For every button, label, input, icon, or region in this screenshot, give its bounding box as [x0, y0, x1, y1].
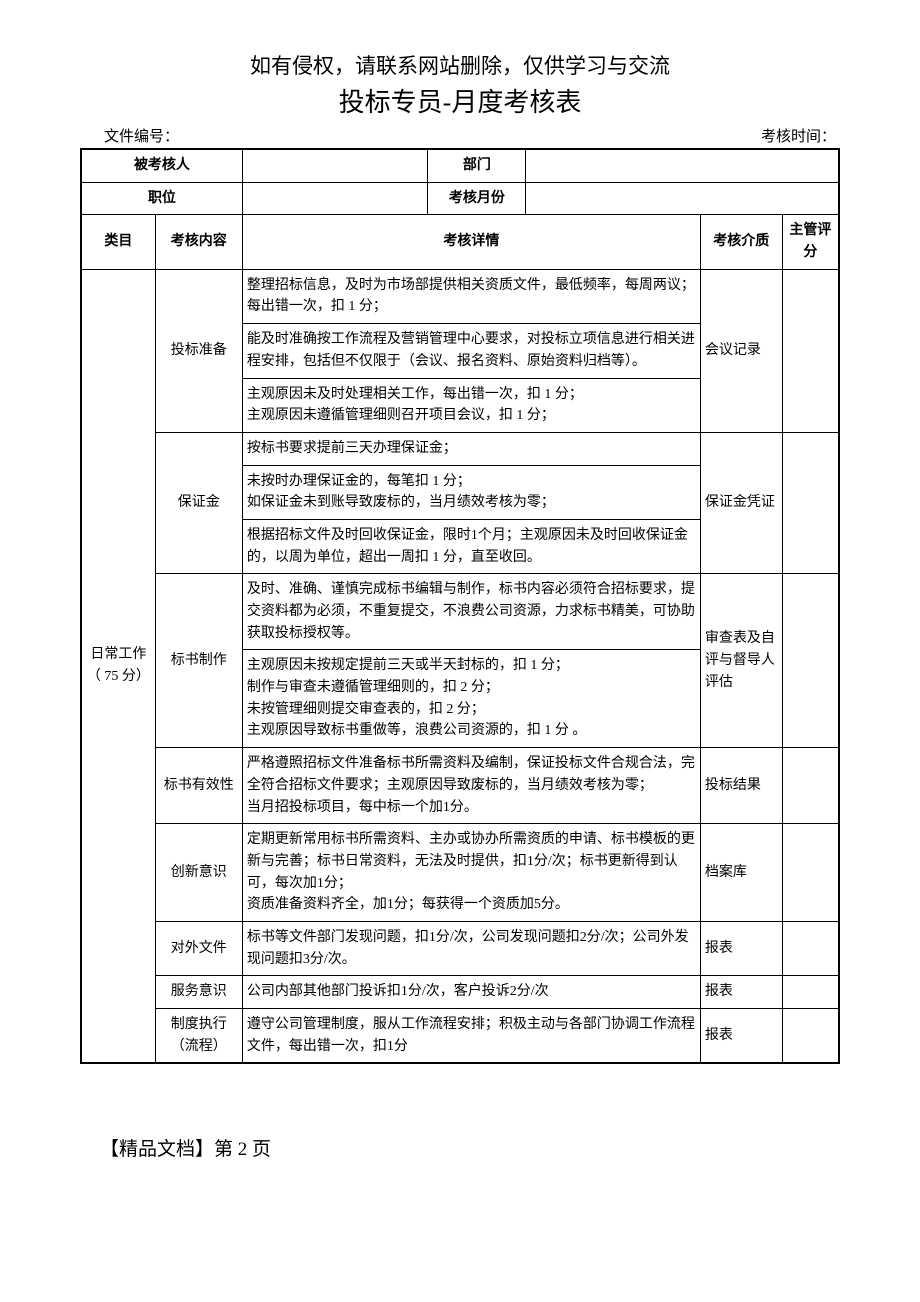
media-cell: 投标结果 [700, 748, 782, 824]
month-value [526, 182, 839, 215]
month-label: 考核月份 [428, 182, 526, 215]
detail-cell: 定期更新常用标书所需资料、主办或协办所需资质的申请、标书模板的更新与完善；标书日… [242, 824, 700, 922]
item-cell: 投标准备 [155, 269, 242, 432]
item-cell: 标书制作 [155, 574, 242, 748]
item-cell: 制度执行（流程） [155, 1009, 242, 1064]
position-label: 职位 [81, 182, 242, 215]
media-cell: 报表 [700, 921, 782, 975]
detail-cell: 标书等文件部门发现问题，扣1分/次，公司发现问题扣2分/次；公司外发现问题扣3分… [242, 921, 700, 975]
position-value [242, 182, 427, 215]
table-row: 标书有效性 严格遵照招标文件准备标书所需资料及编制，保证投标文件合规合法，完全符… [81, 748, 839, 824]
media-cell: 会议记录 [700, 269, 782, 432]
col-detail: 考核详情 [242, 215, 700, 269]
detail-cell: 及时、准确、谨慎完成标书编辑与制作，标书内容必须符合招标要求，提交资料都为必须，… [242, 574, 700, 650]
page-title: 投标专员-月度考核表 [80, 82, 840, 119]
col-item: 考核内容 [155, 215, 242, 269]
score-cell [782, 1009, 839, 1064]
detail-cell: 能及时准确按工作流程及营销管理中心要求，对投标立项信息进行相关进程安排，包括但不… [242, 324, 700, 378]
assess-time-label: 考核时间： [761, 125, 836, 146]
media-cell: 报表 [700, 1009, 782, 1064]
item-cell: 对外文件 [155, 921, 242, 975]
detail-cell: 遵守公司管理制度，服从工作流程安排；积极主动与各部门协调工作流程文件，每出错一次… [242, 1009, 700, 1064]
col-score: 主管评分 [782, 215, 839, 269]
media-cell: 档案库 [700, 824, 782, 922]
dept-label: 部门 [428, 149, 526, 182]
table-row: 保证金 按标书要求提前三天办理保证金； 保证金凭证 [81, 432, 839, 465]
item-cell: 保证金 [155, 432, 242, 573]
table-header-row: 类目 考核内容 考核详情 考核介质 主管评分 [81, 215, 839, 269]
file-no-label: 文件编号： [104, 125, 179, 146]
score-cell [782, 921, 839, 975]
score-cell [782, 748, 839, 824]
detail-cell: 根据招标文件及时回收保证金，限时1个月；主观原因未及时回收保证金的，以周为单位，… [242, 519, 700, 573]
table-row: 被考核人 部门 [81, 149, 839, 182]
dept-value [526, 149, 839, 182]
item-cell: 标书有效性 [155, 748, 242, 824]
detail-cell: 主观原因未及时处理相关工作，每出错一次，扣 1 分；主观原因未遵循管理细则召开项… [242, 378, 700, 432]
assessee-label: 被考核人 [81, 149, 242, 182]
media-cell: 保证金凭证 [700, 432, 782, 573]
item-cell: 创新意识 [155, 824, 242, 922]
media-cell: 审查表及自评与督导人评估 [700, 574, 782, 748]
item-cell: 服务意识 [155, 976, 242, 1009]
detail-cell: 整理招标信息，及时为市场部提供相关资质文件，最低频率，每周两议；每出错一次，扣 … [242, 269, 700, 323]
detail-cell: 公司内部其他部门投诉扣1分/次，客户投诉2分/次 [242, 976, 700, 1009]
detail-cell: 按标书要求提前三天办理保证金； [242, 432, 700, 465]
meta-row: 文件编号： 考核时间： [104, 125, 836, 146]
score-cell [782, 574, 839, 748]
score-cell [782, 824, 839, 922]
score-cell [782, 976, 839, 1009]
col-media: 考核介质 [700, 215, 782, 269]
table-row: 制度执行（流程） 遵守公司管理制度，服从工作流程安排；积极主动与各部门协调工作流… [81, 1009, 839, 1064]
detail-cell: 未按时办理保证金的，每笔扣 1 分；如保证金未到账导致废标的，当月绩效考核为零； [242, 465, 700, 519]
detail-cell: 主观原因未按规定提前三天或半天封标的，扣 1 分；制作与审查未遵循管理细则的，扣… [242, 650, 700, 748]
media-cell: 报表 [700, 976, 782, 1009]
assessee-value [242, 149, 427, 182]
table-row: 对外文件 标书等文件部门发现问题，扣1分/次，公司发现问题扣2分/次；公司外发现… [81, 921, 839, 975]
disclaimer-text: 如有侵权，请联系网站删除，仅供学习与交流 [80, 50, 840, 80]
table-row: 创新意识 定期更新常用标书所需资料、主办或协办所需资质的申请、标书模板的更新与完… [81, 824, 839, 922]
score-cell [782, 432, 839, 573]
score-cell [782, 269, 839, 432]
table-row: 标书制作 及时、准确、谨慎完成标书编辑与制作，标书内容必须符合招标要求，提交资料… [81, 574, 839, 650]
category-cell: 日常工作（ 75 分） [81, 269, 155, 1063]
assessment-table: 被考核人 部门 职位 考核月份 类目 考核内容 考核详情 考核介质 主管评分 日… [80, 148, 840, 1064]
table-row: 服务意识 公司内部其他部门投诉扣1分/次，客户投诉2分/次 报表 [81, 976, 839, 1009]
table-row: 日常工作（ 75 分） 投标准备 整理招标信息，及时为市场部提供相关资质文件，最… [81, 269, 839, 323]
col-category: 类目 [81, 215, 155, 269]
footer-text: 【精品文档】第 2 页 [100, 1134, 840, 1161]
table-row: 职位 考核月份 [81, 182, 839, 215]
detail-cell: 严格遵照招标文件准备标书所需资料及编制，保证投标文件合规合法，完全符合招标文件要… [242, 748, 700, 824]
